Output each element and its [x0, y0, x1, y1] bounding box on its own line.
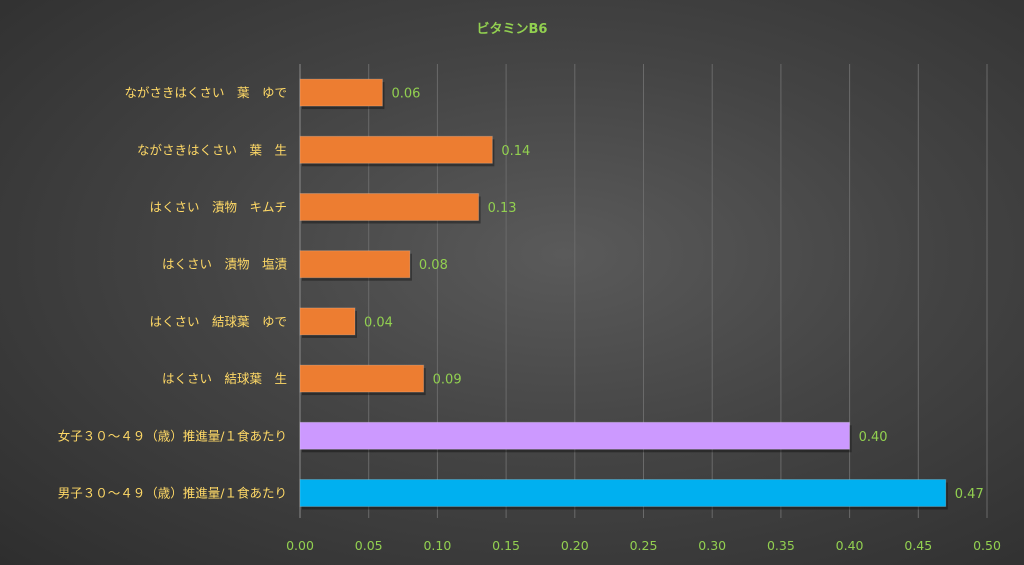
chart-title: ビタミンB6	[477, 21, 548, 37]
data-label: 0.09	[433, 373, 462, 388]
x-tick-label: 0.15	[492, 538, 520, 553]
x-tick-label: 0.05	[355, 538, 383, 553]
data-label: 0.13	[488, 201, 517, 216]
x-tick-label: 0.30	[698, 538, 726, 553]
data-label: 0.08	[419, 258, 448, 273]
category-label: 女子３０～４９（歳）推進量/１食あたり	[58, 428, 287, 443]
bar	[299, 250, 411, 279]
category-label: はくさい 結球葉 ゆで	[149, 314, 287, 329]
category-label: ながさきはくさい 葉 ゆで	[124, 85, 287, 100]
category-label: 男子３０～４９（歳）推進量/１食あたり	[58, 486, 287, 501]
data-label: 0.40	[859, 430, 888, 445]
data-label: 0.14	[501, 144, 530, 159]
category-label: はくさい 漬物 キムチ	[149, 200, 287, 215]
labels: ながさきはくさい 葉 ゆで 0.06 ながさきはくさい 葉 生 0.14 はくさい 漬物…	[58, 85, 984, 502]
x-tick-label: 0.40	[836, 538, 864, 553]
x-tick-label: 0.25	[630, 538, 658, 553]
category-label: ながさきはくさい 葉 生	[137, 142, 287, 157]
data-label: 0.04	[364, 315, 393, 330]
category-label: はくさい 結球葉 生	[162, 371, 287, 386]
data-label: 0.47	[955, 487, 984, 502]
bar	[299, 135, 493, 164]
x-tick-label: 0.10	[423, 538, 451, 553]
bar	[299, 421, 851, 450]
x-tick-label: 0.00	[286, 538, 314, 553]
x-tick-label: 0.50	[973, 538, 1001, 553]
bar	[299, 78, 383, 107]
bar	[299, 364, 425, 393]
data-label: 0.06	[391, 87, 420, 102]
bar	[299, 193, 480, 221]
bar	[299, 479, 947, 507]
x-axis-ticks: 0.00 0.05 0.10 0.15 0.20 0.25 0.30 0.35 0.40 0.45…	[286, 538, 1001, 553]
category-label: はくさい 漬物 塩漬	[162, 257, 288, 272]
bar	[299, 307, 356, 336]
x-tick-label: 0.35	[767, 538, 795, 553]
bars	[299, 78, 948, 510]
x-tick-label: 0.45	[904, 538, 932, 553]
x-tick-label: 0.20	[561, 538, 589, 553]
